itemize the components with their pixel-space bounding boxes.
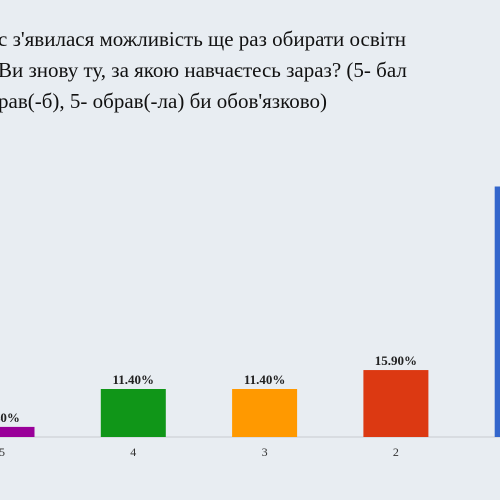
x-tick-label: 3 (262, 445, 268, 459)
chart-title: с з'явилася можливість ще раз обирати ос… (0, 27, 406, 51)
x-tick-label: 2 (393, 445, 399, 459)
value-label: 2.40% (0, 410, 20, 425)
value-label: 11.40% (113, 372, 155, 387)
value-label: 11.40% (244, 372, 286, 387)
x-tick-label: 5 (0, 445, 5, 459)
bar (232, 389, 298, 437)
bar (100, 389, 166, 437)
chart-title: рав(-б), 5- обрав(-ла) би обов'язково) (0, 89, 327, 113)
bar (0, 426, 35, 437)
bar (363, 370, 429, 437)
x-tick-label: 4 (130, 445, 136, 459)
value-label: 15.90% (375, 353, 417, 368)
bar (494, 186, 500, 437)
chart-title: Ви знову ту, за якою навчаєтесь зараз? (… (0, 58, 407, 82)
